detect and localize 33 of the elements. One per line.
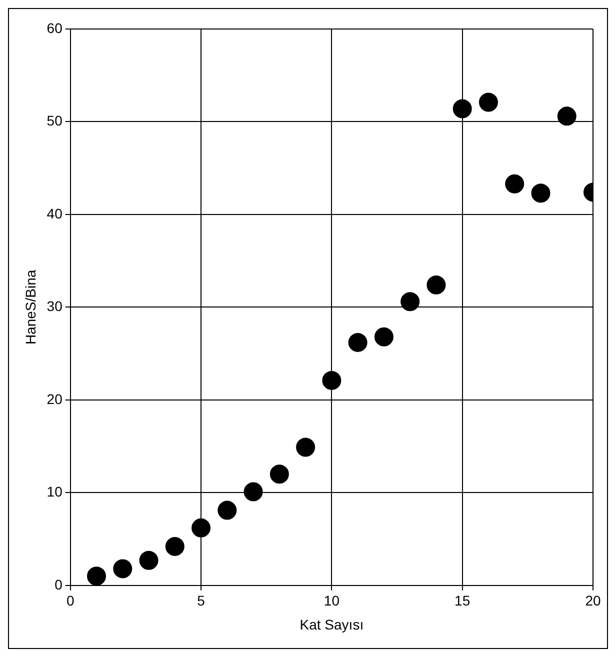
point bbox=[374, 327, 394, 346]
x-tick-label: 20 bbox=[585, 592, 601, 609]
point bbox=[478, 92, 498, 112]
y-tick-label: 60 bbox=[46, 20, 63, 36]
point bbox=[426, 275, 446, 294]
point bbox=[139, 550, 158, 570]
y-tick-label: 40 bbox=[46, 205, 63, 222]
point bbox=[557, 106, 576, 126]
point bbox=[113, 559, 132, 578]
y-axis-title: HaneS/Bina bbox=[22, 270, 38, 345]
point bbox=[296, 438, 316, 457]
y-tick-label: 10 bbox=[46, 484, 63, 500]
point bbox=[270, 464, 289, 484]
x-tick-label: 10 bbox=[324, 592, 340, 609]
point bbox=[165, 536, 184, 556]
point bbox=[348, 332, 368, 352]
y-tick-label: 50 bbox=[46, 112, 63, 129]
x-tick-label: 0 bbox=[66, 592, 74, 609]
y-tick-label: 30 bbox=[46, 298, 63, 314]
point bbox=[452, 99, 472, 118]
point bbox=[322, 370, 342, 390]
point bbox=[244, 482, 263, 502]
x-axis-title: Kat Sayısı bbox=[300, 616, 364, 632]
x-tick-label: 5 bbox=[197, 592, 206, 609]
point bbox=[531, 184, 550, 203]
y-tick-label: 20 bbox=[46, 390, 63, 407]
point bbox=[218, 500, 237, 520]
point bbox=[192, 518, 211, 538]
point bbox=[505, 174, 524, 194]
y-tick-label: 0 bbox=[54, 576, 63, 592]
x-tick-label: 15 bbox=[454, 592, 470, 609]
point bbox=[87, 566, 106, 586]
point bbox=[400, 292, 420, 312]
